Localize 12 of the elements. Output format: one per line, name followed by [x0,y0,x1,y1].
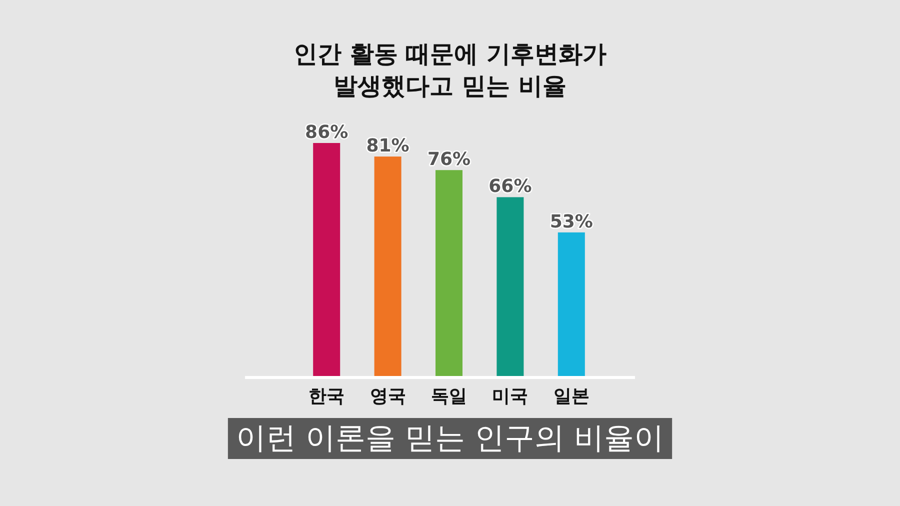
x-tick-label: 일본 [553,386,590,407]
data-label: 53% [550,211,593,232]
x-tick-label: 독일 [431,386,467,407]
annotation: 이런 이론을 믿는 인구의 비율이 [228,418,672,459]
x-tick-label: 한국 [308,386,345,407]
data-label: 86% [305,122,348,143]
title: 인간 활동 때문에 기후변화가 발생했다고 믿는 비율 [293,40,607,100]
data-label: 81% [366,136,410,157]
data-label: 76% [427,149,471,170]
data-label: 66% [488,176,532,198]
x-tick-label: 미국 [492,386,528,407]
x-tick-label: 영국 [370,386,406,407]
